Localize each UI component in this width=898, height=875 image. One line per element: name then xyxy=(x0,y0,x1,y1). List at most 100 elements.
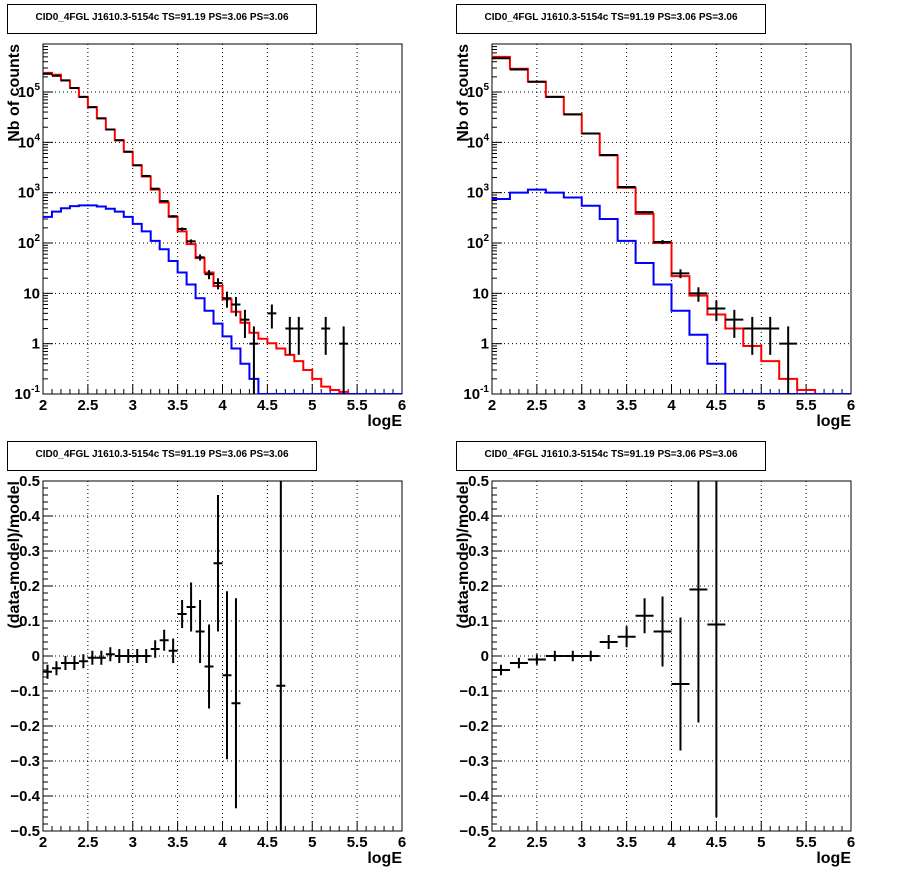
y-tick-label: 10-1 xyxy=(463,384,489,403)
y-tick-label: 0.1 xyxy=(19,613,40,630)
y-tick-label: 0.2 xyxy=(468,578,489,595)
x-tick-label: 2 xyxy=(488,397,496,414)
model-histogram-total xyxy=(43,71,402,394)
x-tick-label: 3 xyxy=(578,397,586,414)
y-axis-title: (data-model)/model xyxy=(6,481,23,629)
y-tick-label: 0.5 xyxy=(19,473,40,490)
y-tick-label-exponent: -1 xyxy=(480,384,489,395)
x-tick-labels: 2 2.5 3 3.5 4 4.5 5 5.5 6 xyxy=(39,834,406,851)
data-point xyxy=(671,617,690,751)
data-point xyxy=(599,154,618,157)
data-point xyxy=(276,481,286,831)
x-tick-label: 2.5 xyxy=(77,834,98,851)
y-tick-label-exponent: 3 xyxy=(34,183,40,194)
y-tick-label: 0.5 xyxy=(468,473,489,490)
data-point xyxy=(653,596,672,667)
x-tick-label: 4 xyxy=(667,834,676,851)
y-tick-label-base: 10 xyxy=(18,235,35,252)
data-point xyxy=(204,270,214,280)
data-point xyxy=(204,624,214,709)
x-tick-label: 3.5 xyxy=(167,834,188,851)
x-tick-label: 5.5 xyxy=(347,397,368,414)
data-point xyxy=(123,150,133,153)
data-point xyxy=(150,640,160,658)
data-point xyxy=(653,239,672,245)
y-axis-title: Nb of counts xyxy=(455,44,472,142)
data-point xyxy=(186,582,196,632)
y-tick-label: −0.3 xyxy=(459,753,489,770)
axis-ticks xyxy=(42,480,403,832)
x-tick-label: 4 xyxy=(667,397,676,414)
x-axis-title: logE xyxy=(816,413,851,430)
data-point xyxy=(213,278,223,290)
data-point xyxy=(599,635,618,649)
x-axis-title: logE xyxy=(367,413,402,430)
data-point xyxy=(78,654,88,669)
data-points xyxy=(43,72,349,394)
x-tick-label: 3 xyxy=(578,834,586,851)
y-tick-label: −0.5 xyxy=(10,823,40,840)
y-tick-label: −0.4 xyxy=(10,788,40,805)
data-point xyxy=(671,269,690,279)
y-tick-label-exponent: 3 xyxy=(483,183,489,194)
x-tick-label: 6 xyxy=(398,834,406,851)
y-tick-label: 0.3 xyxy=(19,543,40,560)
y-tick-labels: −0.5 −0.4 −0.3 −0.2 −0.1 0 0.1 0.2 0.3 0.4 0.5 xyxy=(459,473,489,840)
chart-title-3: CID0_4FGL J1610.3-5154c TS=91.19 PS=3.06… xyxy=(7,441,317,471)
chart-title-4: CID0_4FGL J1610.3-5154c TS=91.19 PS=3.06… xyxy=(456,441,766,471)
y-tick-label: −0.2 xyxy=(459,718,489,735)
x-axis-title: logE xyxy=(816,850,851,867)
data-point xyxy=(141,649,151,663)
chart-panel-4: 2 2.5 3 3.5 4 4.5 5 5.5 6 −0.5 −0.4 −0.3 −0.2 −0.1 0 0.… xyxy=(455,473,855,867)
y-tick-label-base: 10 xyxy=(463,386,480,403)
y-tick-label: 0.4 xyxy=(468,508,490,525)
data-point xyxy=(87,650,97,665)
y-tick-label: 105 xyxy=(18,82,41,101)
y-tick-label-base: 10 xyxy=(467,134,484,151)
data-point xyxy=(186,239,196,244)
x-tick-label: 3.5 xyxy=(616,397,637,414)
y-tick-label: 1 xyxy=(32,336,40,353)
data-point xyxy=(231,296,241,317)
x-tick-label: 6 xyxy=(398,397,406,414)
y-tick-label: −0.5 xyxy=(459,823,489,840)
y-tick-label: 102 xyxy=(18,233,41,252)
data-point xyxy=(222,591,232,760)
x-tick-labels: 2 2.5 3 3.5 4 4.5 5 5.5 6 xyxy=(488,834,855,851)
chart-title-1: CID0_4FGL J1610.3-5154c TS=91.19 PS=3.06… xyxy=(7,4,317,34)
data-point xyxy=(563,650,582,662)
data-point xyxy=(545,650,564,662)
x-axis-title: logE xyxy=(367,850,402,867)
data-point xyxy=(294,316,304,355)
data-point xyxy=(213,495,223,632)
data-point xyxy=(725,309,744,338)
y-tick-label-exponent: 2 xyxy=(483,233,489,244)
data-point xyxy=(132,164,142,167)
data-points xyxy=(492,57,798,394)
data-point xyxy=(285,316,295,355)
data-point xyxy=(492,664,510,676)
y-tick-label: −0.1 xyxy=(459,683,489,700)
y-axis-title: (data-model)/model xyxy=(455,481,472,629)
y-tick-label-base: 10 xyxy=(18,84,35,101)
data-point xyxy=(267,304,277,329)
data-point xyxy=(689,481,708,723)
y-tick-label: 10 xyxy=(472,285,489,302)
data-point xyxy=(707,481,726,817)
data-point xyxy=(168,215,178,218)
data-point xyxy=(635,211,654,214)
data-point xyxy=(43,664,52,679)
y-tick-label: −0.2 xyxy=(10,718,40,735)
data-point xyxy=(689,287,708,302)
data-point xyxy=(60,656,70,670)
y-tick-label-base: 10 xyxy=(467,185,484,202)
data-point xyxy=(105,647,115,662)
y-tick-label: 1 xyxy=(481,336,489,353)
x-tick-label: 3.5 xyxy=(167,397,188,414)
data-point xyxy=(617,185,636,188)
x-tick-label: 5 xyxy=(757,397,765,414)
x-tick-label: 5 xyxy=(757,834,765,851)
y-tick-label-exponent: 4 xyxy=(34,132,40,143)
y-tick-label-exponent: 5 xyxy=(483,82,489,93)
axis-ticks xyxy=(491,43,852,395)
